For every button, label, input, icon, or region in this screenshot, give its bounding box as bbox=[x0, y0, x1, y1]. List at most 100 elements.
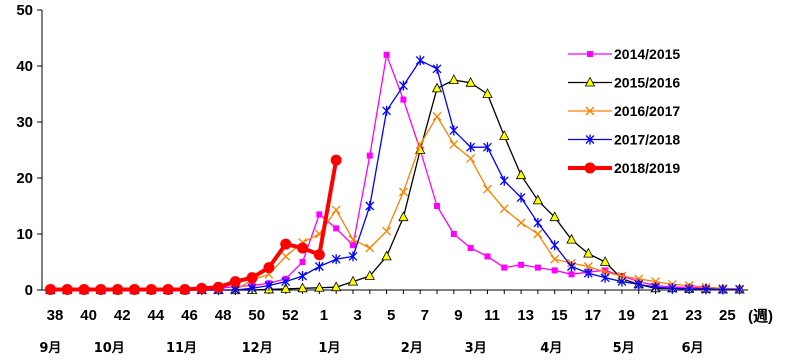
data-point bbox=[434, 203, 441, 209]
data-point bbox=[568, 271, 575, 278]
x-unit-label: (週) bbox=[748, 308, 773, 325]
data-point bbox=[684, 283, 694, 294]
y-tick-labels: 0 10 20 30 40 50 bbox=[16, 2, 42, 299]
x-tick-label: 46 bbox=[181, 307, 198, 324]
data-point bbox=[499, 175, 509, 186]
legend-label: 2014/2015 bbox=[614, 46, 680, 62]
data-point bbox=[448, 74, 459, 84]
data-point bbox=[667, 283, 677, 294]
month-label: 10月 bbox=[94, 341, 125, 356]
y-tick-label: 0 bbox=[25, 282, 33, 299]
month-label: 6月 bbox=[682, 341, 704, 356]
legend: 2014/2015 2015/2016 2016/2017 2017/2018 2018… bbox=[568, 46, 680, 176]
month-label: 11月 bbox=[166, 341, 197, 356]
data-point bbox=[482, 88, 493, 98]
data-point bbox=[600, 272, 610, 283]
x-tick-label: 25 bbox=[719, 307, 736, 324]
data-point bbox=[280, 283, 291, 293]
x-tick-label: 3 bbox=[353, 307, 361, 324]
x-tick-label: 11 bbox=[484, 307, 500, 324]
y-tick-label: 20 bbox=[16, 170, 33, 187]
data-point bbox=[331, 254, 341, 265]
data-point bbox=[567, 261, 576, 272]
legend-marker bbox=[584, 76, 596, 87]
data-point bbox=[112, 283, 124, 295]
data-point bbox=[499, 204, 509, 214]
data-point bbox=[247, 283, 257, 294]
data-point bbox=[484, 253, 491, 260]
data-point bbox=[347, 275, 359, 286]
month-label: 4月 bbox=[540, 341, 562, 356]
data-point bbox=[95, 283, 107, 295]
data-point bbox=[516, 218, 526, 228]
legend-item: 2015/2016 bbox=[568, 75, 680, 91]
data-point bbox=[398, 211, 409, 222]
x-tick-label: 48 bbox=[215, 307, 232, 324]
data-point bbox=[263, 262, 275, 274]
x-tick-label: 13 bbox=[517, 307, 534, 324]
data-point bbox=[634, 279, 644, 290]
x-tick-label: 5 bbox=[387, 307, 395, 324]
data-point bbox=[229, 276, 241, 288]
data-point bbox=[466, 153, 476, 163]
month-label: 5月 bbox=[613, 341, 635, 356]
data-point bbox=[179, 283, 191, 295]
data-point bbox=[415, 55, 425, 66]
data-point bbox=[196, 282, 208, 294]
x-tick-label: 44 bbox=[148, 307, 165, 324]
month-label: 2月 bbox=[401, 341, 423, 356]
data-point bbox=[482, 184, 492, 194]
data-point bbox=[482, 142, 492, 153]
x-tick-label: 19 bbox=[618, 307, 635, 324]
data-point bbox=[281, 276, 291, 287]
data-point bbox=[333, 225, 340, 232]
series-2018-2019 bbox=[44, 154, 342, 295]
data-point bbox=[532, 194, 544, 205]
data-point bbox=[382, 105, 392, 116]
legend-label: 2017/2018 bbox=[614, 132, 680, 148]
legend-marker bbox=[585, 106, 595, 116]
data-point bbox=[331, 205, 341, 215]
data-point bbox=[281, 251, 291, 261]
data-point bbox=[583, 268, 593, 279]
legend-label: 2016/2017 bbox=[614, 103, 680, 119]
x-tick-label: 7 bbox=[421, 307, 429, 324]
data-point bbox=[398, 187, 408, 197]
legend-item: 2014/2015 bbox=[568, 46, 680, 62]
series-layer bbox=[44, 51, 745, 295]
x-tick-label: 50 bbox=[248, 307, 265, 324]
x-tick-label: 9 bbox=[454, 307, 462, 324]
data-point bbox=[264, 280, 274, 291]
data-point bbox=[382, 226, 392, 236]
data-point bbox=[213, 281, 224, 293]
data-point bbox=[718, 284, 728, 295]
legend-item: 2017/2018 bbox=[568, 132, 680, 148]
data-point bbox=[314, 281, 325, 292]
data-point bbox=[449, 125, 459, 136]
series-line bbox=[50, 159, 339, 292]
x-tick-label: 21 bbox=[652, 307, 669, 324]
month-label: 3月 bbox=[465, 341, 487, 356]
data-point bbox=[383, 51, 390, 58]
month-labels: 9月 10月 11月 12月 1月 2月 3月 4月 5月 6月 bbox=[39, 341, 703, 356]
data-point bbox=[432, 63, 442, 74]
data-point bbox=[381, 250, 392, 261]
data-point bbox=[162, 283, 174, 295]
data-point bbox=[651, 282, 661, 293]
data-point bbox=[44, 283, 56, 295]
data-point bbox=[61, 283, 73, 295]
data-point bbox=[365, 243, 375, 253]
data-point bbox=[298, 271, 308, 281]
data-point bbox=[280, 238, 292, 250]
x-tick-label: 42 bbox=[114, 307, 131, 324]
data-point bbox=[415, 139, 425, 149]
legend-item: 2018/2019 bbox=[568, 160, 680, 176]
data-point bbox=[533, 217, 543, 228]
x-tick-label: 52 bbox=[282, 307, 299, 324]
data-point bbox=[550, 254, 560, 264]
data-point bbox=[551, 267, 558, 274]
data-point bbox=[128, 283, 140, 295]
data-point bbox=[449, 139, 459, 149]
month-label: 9月 bbox=[39, 341, 61, 356]
